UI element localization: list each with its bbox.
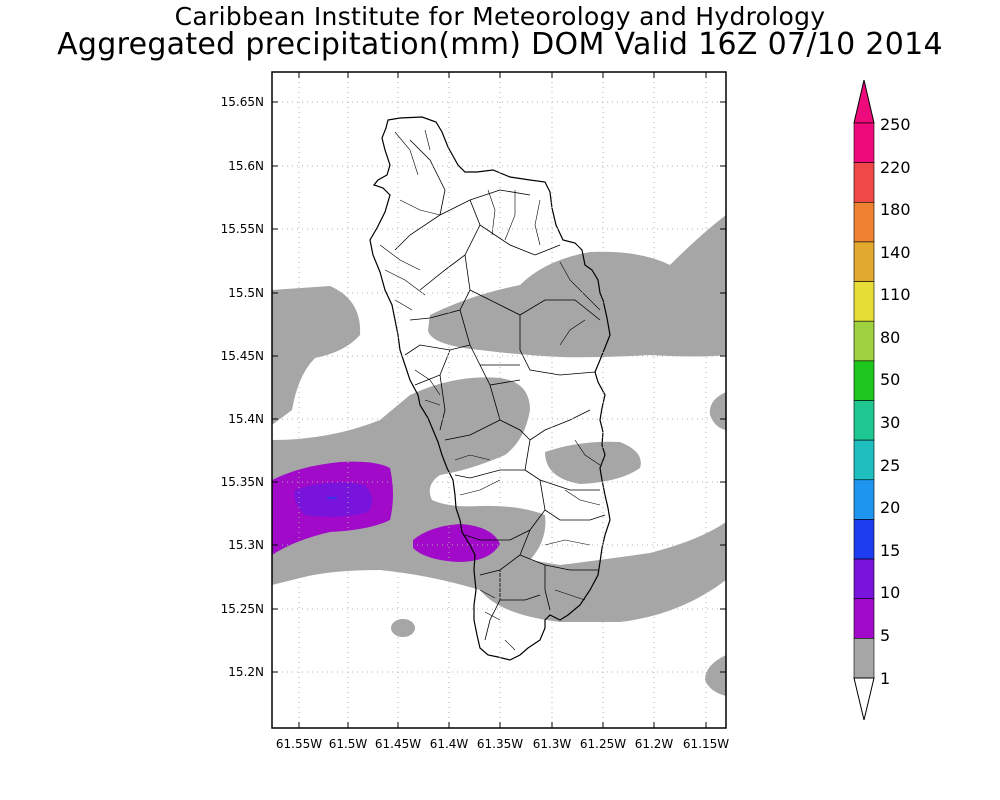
tick-marks — [272, 72, 726, 728]
colorbar-cell — [853, 162, 875, 203]
colorbar-cell — [853, 281, 875, 322]
colorbar-cell — [853, 638, 875, 679]
rain-area-central-band — [272, 377, 726, 622]
colorbar-legend: 250 220 180 140 110 80 50 30 25 20 15 10… — [853, 79, 911, 721]
island-outline — [369, 116, 611, 661]
colorbar-cell — [853, 122, 875, 163]
colorbar-cell — [853, 598, 875, 639]
colorbar-label: 5 — [880, 626, 890, 645]
lat-label: 15.25N — [221, 602, 264, 616]
rain-area-northeast — [428, 215, 726, 358]
colorbar-cell — [853, 400, 875, 441]
map-subtitle: Aggregated precipitation(mm) DOM Valid 1… — [57, 27, 943, 62]
colorbar-label: 30 — [880, 413, 900, 432]
colorbar-label: 10 — [880, 583, 900, 602]
colorbar-label: 1 — [880, 669, 890, 688]
lon-label: 61.35W — [477, 737, 523, 751]
colorbar-cell — [853, 241, 875, 282]
lon-label: 61.4W — [430, 737, 469, 751]
colorbar-cell — [853, 320, 875, 362]
rain-area-west — [272, 286, 361, 425]
river-network — [379, 129, 601, 651]
rain-area-east-edge — [709, 392, 726, 430]
lat-label: 15.35N — [221, 475, 264, 489]
colorbar-label: 15 — [880, 541, 900, 560]
colorbar-cell — [853, 360, 875, 401]
colorbar-label: 110 — [880, 285, 911, 304]
lat-label: 15.45N — [221, 349, 264, 363]
grid-lines — [272, 72, 726, 728]
lon-label: 61.5W — [329, 737, 368, 751]
longitude-labels: 61.55W 61.5W 61.45W 61.4W 61.35W 61.3W 6… — [276, 737, 729, 751]
precipitation-field — [272, 215, 726, 696]
colorbar-label: 25 — [880, 456, 900, 475]
lon-label: 61.2W — [635, 737, 674, 751]
lat-label: 15.5N — [228, 286, 264, 300]
watershed-boundaries — [394, 139, 606, 641]
colorbar-label: 140 — [880, 243, 911, 262]
colorbar-bottom-arrow — [853, 677, 875, 721]
lat-label: 15.3N — [228, 538, 264, 552]
lon-label: 61.45W — [375, 737, 421, 751]
lon-label: 61.15W — [683, 737, 729, 751]
colorbar-top-arrow — [853, 79, 875, 124]
colorbar-label: 20 — [880, 498, 900, 517]
lon-label: 61.55W — [276, 737, 322, 751]
colorbar-cell — [853, 439, 875, 481]
rain-area-small-spot — [391, 619, 415, 637]
map-title: Caribbean Institute for Meteorology and … — [174, 2, 826, 31]
colorbar-cell — [853, 519, 875, 560]
rain-area-east-center — [545, 441, 641, 484]
lat-label: 15.6N — [228, 159, 264, 173]
colorbar-cells — [853, 122, 875, 679]
rain-area-heavier-west — [294, 482, 373, 517]
colorbar-cell — [853, 201, 875, 243]
rain-area-southeast-edge — [705, 655, 726, 696]
colorbar-label: 220 — [880, 158, 911, 177]
colorbar-labels: 250 220 180 140 110 80 50 30 25 20 15 10… — [880, 115, 911, 688]
lat-label: 15.55N — [221, 222, 264, 236]
colorbar-label: 250 — [880, 115, 911, 134]
lat-label: 15.4N — [228, 412, 264, 426]
colorbar-cell — [853, 558, 875, 600]
colorbar-label: 180 — [880, 200, 911, 219]
colorbar-label: 80 — [880, 328, 900, 347]
rain-area-moderate-south — [413, 524, 500, 562]
lon-label: 61.25W — [580, 737, 626, 751]
lon-label: 61.3W — [533, 737, 572, 751]
coastline — [369, 116, 611, 661]
colorbar-cell — [853, 479, 875, 520]
latitude-labels: 15.65N 15.6N 15.55N 15.5N 15.45N 15.4N 1… — [221, 95, 264, 679]
plot-frame — [271, 71, 727, 729]
lat-label: 15.2N — [228, 665, 264, 679]
lat-label: 15.65N — [221, 95, 264, 109]
colorbar-label: 50 — [880, 370, 900, 389]
